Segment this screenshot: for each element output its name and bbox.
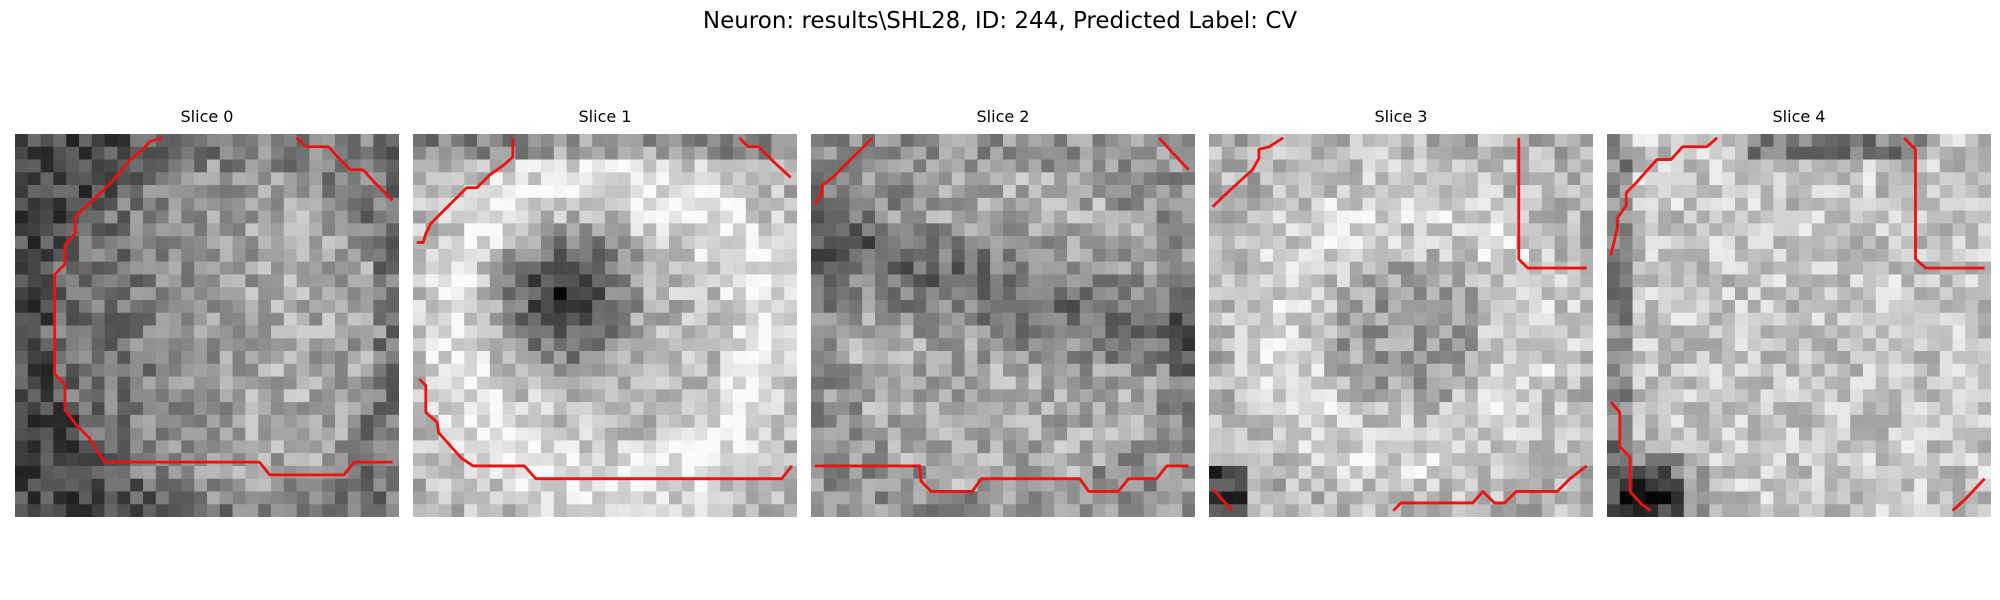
contour-line [418, 378, 793, 481]
pixel-grid [15, 134, 399, 517]
contour-line [814, 464, 1189, 493]
contour-line [416, 137, 515, 244]
contour-line [1609, 136, 1719, 256]
slice-image-2 [811, 134, 1195, 517]
slice-image-4 [1607, 134, 1991, 517]
contour-line [1517, 137, 1587, 270]
pixel-grid [1607, 134, 1991, 517]
contour-line [1902, 136, 1985, 270]
contour-line [1609, 401, 1652, 512]
slice-title: Slice 1 [578, 107, 632, 126]
slice-title: Slice 0 [180, 107, 234, 126]
slice-image-1 [413, 134, 797, 517]
slice-title: Slice 3 [1374, 107, 1428, 126]
pixel-grid [1209, 134, 1593, 517]
pixel-grid [413, 134, 797, 517]
pixel-grid [811, 134, 1195, 517]
contour-line [1211, 487, 1234, 512]
slice-image-0 [15, 134, 399, 517]
slice-title: Slice 4 [1772, 107, 1826, 126]
contour-line [53, 136, 393, 477]
contour-line [295, 136, 394, 202]
contour-line [1392, 464, 1588, 512]
slice-image-3 [1209, 134, 1593, 517]
contour-line [1951, 477, 1986, 512]
slice-title: Slice 2 [976, 107, 1030, 126]
figure-title: Neuron: results\SHL28, ID: 244, Predicte… [702, 8, 1298, 34]
contour-line [1158, 136, 1190, 171]
contour-line [738, 136, 792, 179]
contour-line [813, 136, 874, 206]
contour-line [1211, 136, 1284, 208]
